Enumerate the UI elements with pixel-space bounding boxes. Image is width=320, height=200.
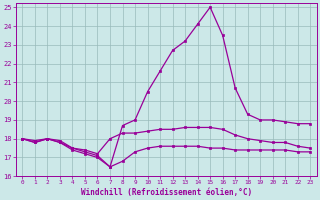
X-axis label: Windchill (Refroidissement éolien,°C): Windchill (Refroidissement éolien,°C) xyxy=(81,188,252,197)
